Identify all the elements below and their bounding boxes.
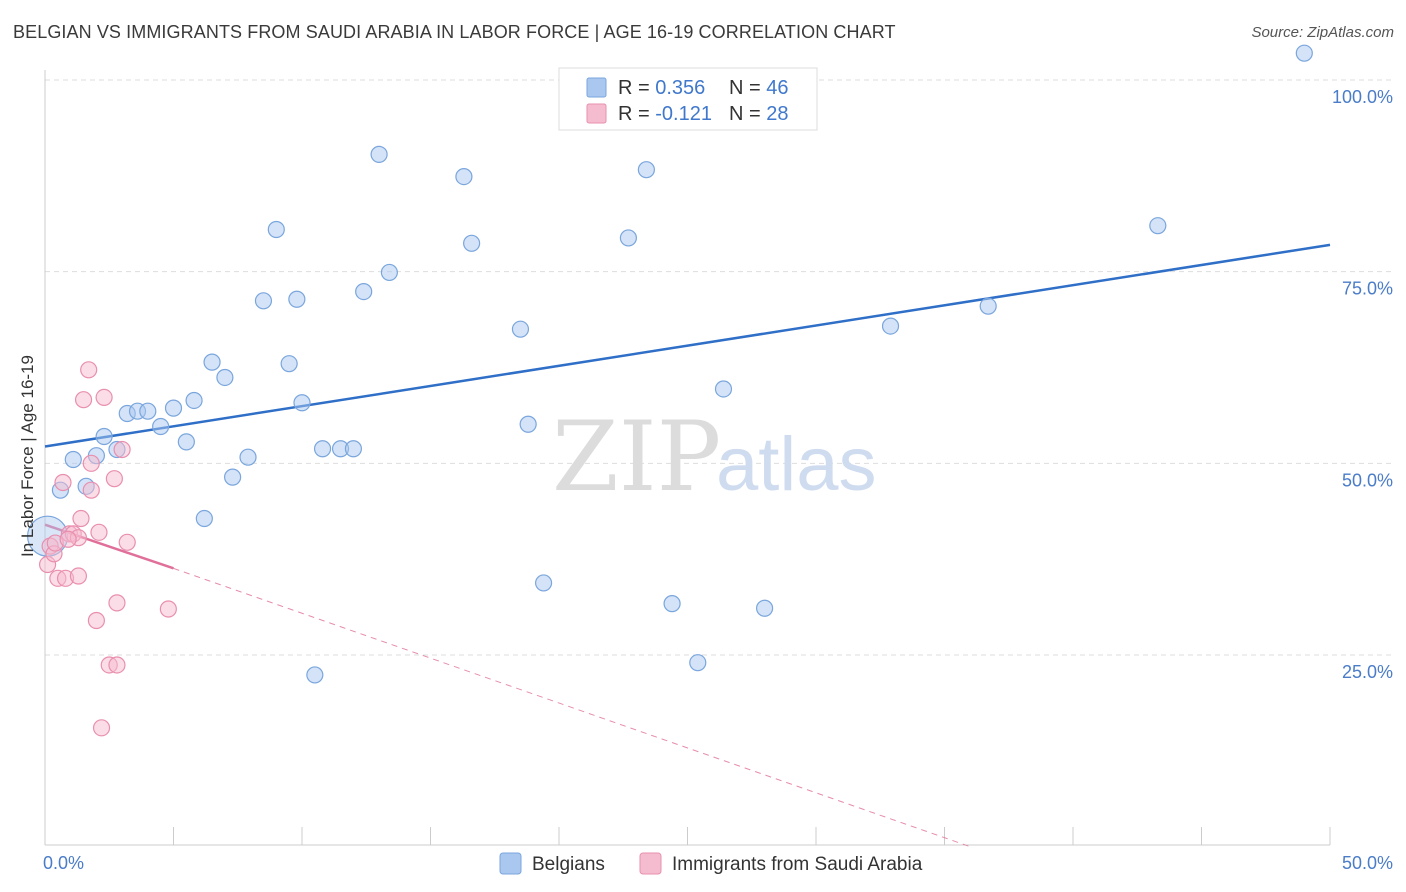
belgians-point (239, 448, 257, 466)
belgians-point (293, 394, 311, 412)
series-legend: Belgians Immigrants from Saudi Arabia (499, 852, 923, 875)
y-tick-label: 75.0% (1342, 279, 1393, 299)
chart-title: BELGIAN VS IMMIGRANTS FROM SAUDI ARABIA … (13, 22, 896, 42)
saudi-trend-line-dashed (173, 567, 971, 848)
belgians-point (254, 292, 273, 310)
belgians-point (455, 168, 473, 186)
belgians-point (224, 468, 242, 486)
saudi-point (105, 470, 123, 488)
chart-source: Source: ZipAtlas.com (1251, 24, 1394, 41)
saudi-point (118, 533, 136, 551)
belgians-point (755, 599, 774, 617)
belgians-point (1295, 44, 1313, 62)
belgians-point (881, 317, 900, 335)
watermark: ZIP atlas (552, 401, 877, 513)
saudi-point (108, 656, 126, 674)
saudi-point (74, 391, 93, 409)
belgians-point (64, 450, 82, 469)
belgians-point (344, 440, 362, 458)
belgians-point (185, 391, 203, 410)
saudi-point (95, 388, 113, 406)
belgians-point (280, 355, 298, 373)
saudi-point (82, 481, 100, 499)
x-tick-labels: 0.0% 50.0% (43, 853, 1393, 873)
belgians-point (177, 433, 195, 451)
belgians-point (534, 574, 553, 592)
trend-lines (44, 243, 1331, 848)
belgians-point (203, 353, 221, 371)
belgians-point (95, 427, 113, 446)
axes (44, 70, 1331, 846)
y-tick-label: 25.0% (1342, 662, 1393, 682)
saudi-point (69, 567, 88, 585)
x-tick-label: 50.0% (1342, 853, 1393, 873)
belgians-point (689, 654, 707, 672)
belgians-point (511, 320, 530, 338)
legend-r-label-2: R = (618, 103, 655, 125)
belgians-point (519, 415, 537, 433)
legend-n-label-1: N = (729, 77, 766, 99)
saudi-point (54, 473, 72, 492)
bottom-legend-swatch-blue (499, 852, 522, 875)
belgians-point (1149, 217, 1167, 235)
belgians-point (370, 145, 388, 163)
belgians-point (355, 283, 373, 301)
belgians-point (380, 263, 398, 282)
saudi-point (159, 600, 177, 618)
legend-r-value-2: -0.121 (655, 103, 712, 125)
correlation-legend: R = 0.356 N = 46 R = -0.121 N = 28 (558, 67, 818, 131)
saudi-point (90, 523, 108, 541)
legend-r-label-1: R = (618, 77, 655, 99)
belgians-point (195, 509, 213, 528)
saudi-point (92, 719, 111, 737)
watermark-zip: ZIP (552, 401, 721, 513)
belgians-point (164, 399, 183, 417)
legend-swatch-pink (586, 103, 607, 124)
belgians-point (216, 368, 234, 387)
legend-r-value-1: 0.356 (655, 77, 705, 99)
y-tick-label: 100.0% (1332, 87, 1393, 107)
y-tick-labels: 25.0% 50.0% 75.0% 100.0% (1332, 87, 1393, 682)
svg-text:N = 28: N = 28 (729, 103, 789, 125)
legend-swatch-blue (586, 77, 607, 98)
x-tick-label: 0.0% (43, 853, 84, 873)
belgians-point (306, 666, 324, 684)
legend-n-value-2: 28 (766, 103, 788, 125)
belgians-point (714, 380, 733, 398)
y-tick-label: 50.0% (1342, 470, 1393, 490)
saudi-point (59, 530, 77, 548)
saudi-point (80, 361, 98, 379)
saudi-point (113, 440, 131, 459)
saudi-point (72, 509, 90, 528)
y-axis-title: In Labor Force | Age 16-19 (18, 355, 37, 557)
saudi-point (87, 611, 106, 630)
bottom-legend-swatch-pink (639, 852, 662, 875)
svg-text:R = -0.121: R = -0.121 (618, 103, 712, 125)
gridlines (45, 79, 1395, 656)
belgians-point (152, 417, 170, 436)
belgians-point (267, 220, 285, 239)
belgians-point (463, 234, 481, 252)
svg-text:R = 0.356: R = 0.356 (618, 77, 705, 99)
belgians-point (288, 290, 306, 308)
saudi-point (108, 594, 126, 612)
legend-n-label-2: N = (729, 103, 766, 125)
belgians-point (619, 229, 637, 247)
belgians-trend-line (44, 243, 1331, 448)
belgians-point (637, 161, 655, 179)
belgians-point (979, 297, 997, 315)
belgians-point (663, 595, 681, 613)
saudi-point (82, 454, 100, 472)
data-points (26, 44, 1313, 737)
svg-text:N = 46: N = 46 (729, 77, 789, 99)
legend-n-value-1: 46 (766, 77, 788, 99)
bottom-legend-label-belgians: Belgians (532, 854, 605, 875)
watermark-atlas: atlas (716, 422, 877, 507)
belgians-point (313, 440, 332, 458)
belgians-point (139, 402, 157, 420)
bottom-legend-label-saudi: Immigrants from Saudi Arabia (672, 854, 923, 875)
